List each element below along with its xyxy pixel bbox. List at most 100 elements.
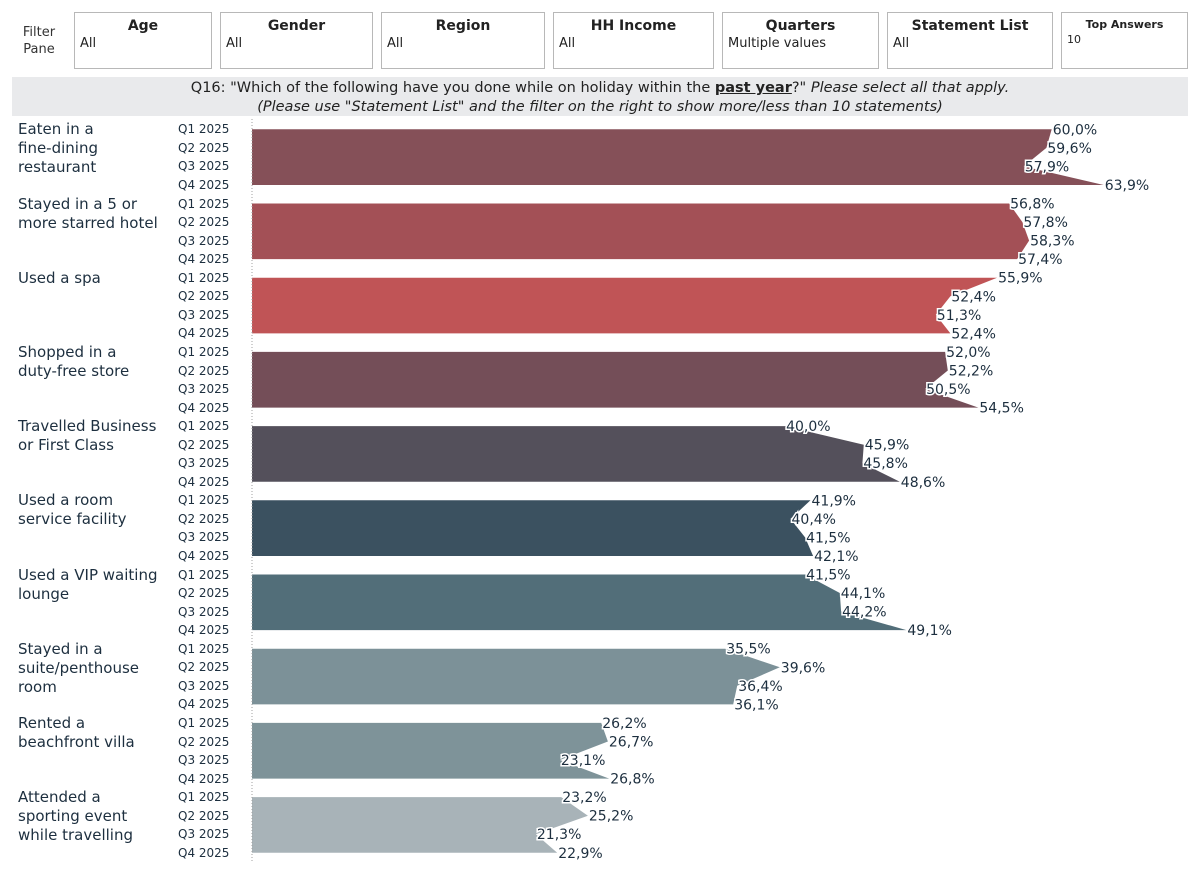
statement-label-line: sporting event <box>18 807 128 826</box>
filter-hh-income-value: All <box>559 36 576 51</box>
value-label: 40,4% <box>792 512 836 528</box>
value-label: 63,9% <box>1105 178 1149 194</box>
quarter-label: Q3 2025 <box>178 678 230 693</box>
area-9[interactable] <box>252 797 588 853</box>
statement-label: Used a spa <box>18 269 174 288</box>
filter-quarters-value: Multiple values <box>728 36 827 51</box>
area-4[interactable] <box>252 426 900 482</box>
quarter-label: Q3 2025 <box>178 530 230 545</box>
quarter-label: Q1 2025 <box>178 567 230 582</box>
quarter-label: Q3 2025 <box>178 382 230 396</box>
value-label: 52,2% <box>949 364 993 380</box>
value-label: 39,6% <box>781 660 825 676</box>
statement-label-line: more starred hotel <box>18 213 158 232</box>
value-label: 59,6% <box>1047 141 1091 157</box>
quarter-label: Q4 2025 <box>178 623 230 638</box>
filter-region-title: Region <box>435 18 491 34</box>
quarter-label: Q3 2025 <box>178 159 230 174</box>
statement-label-line: beachfront villa <box>18 732 135 751</box>
question-line-2: (Please use "Statement List" and the fil… <box>257 98 943 115</box>
statement-label-line: Used a spa <box>18 268 101 287</box>
value-label: 56,8% <box>1010 197 1054 213</box>
statement-label: Used a room service facility <box>18 491 174 529</box>
quarter-label: Q2 2025 <box>178 140 230 155</box>
statement-label: Stayed in a 5 or more starred hotel <box>18 195 174 233</box>
area-8[interactable] <box>252 722 610 779</box>
quarter-label: Q4 2025 <box>178 845 230 860</box>
quarter-label: Q4 2025 <box>178 326 230 341</box>
quarter-label: Q2 2025 <box>178 586 230 600</box>
value-label: 42,1% <box>814 549 858 565</box>
quarter-label: Q4 2025 <box>178 549 230 563</box>
filter-region-value: All <box>387 36 404 51</box>
quarter-label: Q2 2025 <box>178 289 230 304</box>
statement-label-line: while travelling <box>18 826 133 845</box>
value-label: 21,3% <box>537 827 581 843</box>
value-label: 25,2% <box>589 809 633 825</box>
value-label: 52,0% <box>946 345 990 361</box>
question-line-1: Q16: "Which of the following have you do… <box>12 77 1188 98</box>
statement-label-line: restaurant <box>18 158 97 177</box>
area-1[interactable] <box>252 203 1030 260</box>
quarter-label: Q3 2025 <box>178 233 230 248</box>
quarter-label: Q2 2025 <box>178 734 230 749</box>
statement-label-line: Stayed in a 5 or <box>18 194 138 213</box>
quarter-label: Q3 2025 <box>178 307 230 322</box>
value-label: 36,4% <box>738 679 782 695</box>
filter-age-value: All <box>80 36 97 51</box>
quarter-label: Q2 2025 <box>178 363 230 378</box>
filter-gender[interactable]: Gender All <box>220 12 373 69</box>
statement-label-line: room <box>18 677 57 696</box>
quarter-label: Q4 2025 <box>178 252 230 267</box>
value-label: 52,4% <box>951 326 995 342</box>
area-7[interactable] <box>252 648 780 705</box>
value-label: 35,5% <box>726 642 770 658</box>
quarter-label: Q1 2025 <box>178 790 230 805</box>
area-3[interactable] <box>252 351 979 408</box>
value-label: 44,2% <box>842 605 886 621</box>
quarter-label: Q2 2025 <box>178 808 230 823</box>
filter-pane-label: Filter Pane <box>22 25 56 57</box>
filter-age-title: Age <box>127 18 159 34</box>
value-label: 57,4% <box>1018 252 1062 268</box>
filter-top-answers-title: Top Answers <box>1085 18 1164 31</box>
statement-label: Eaten in a fine-dining restaurant <box>18 120 174 177</box>
area-0[interactable] <box>252 129 1104 185</box>
statement-label-line: Attended a <box>18 788 101 807</box>
value-label: 22,9% <box>558 846 602 862</box>
quarter-label: Q1 2025 <box>178 419 230 434</box>
filter-statement-list-title: Statement List <box>911 18 1029 34</box>
value-label: 41,5% <box>806 568 850 584</box>
filter-region[interactable]: Region All <box>381 12 545 69</box>
filter-age[interactable]: Age All <box>74 12 212 69</box>
statement-label: Stayed in a suite/penthouse room <box>18 640 174 697</box>
filter-top-answers[interactable]: Top Answers 10 <box>1061 12 1188 69</box>
value-label: 45,8% <box>863 456 907 472</box>
value-label: 54,5% <box>979 401 1023 417</box>
value-label: 26,7% <box>609 735 653 751</box>
quarter-label: Q1 2025 <box>178 344 230 359</box>
filter-quarters[interactable]: Quarters Multiple values <box>722 12 879 69</box>
value-label: 23,2% <box>562 790 606 806</box>
statement-label-line: Eaten in a <box>18 120 94 139</box>
value-label: 44,1% <box>841 586 885 602</box>
statement-label-line: or First Class <box>18 436 114 455</box>
area-5[interactable] <box>252 500 814 556</box>
value-label: 23,1% <box>561 753 605 769</box>
quarter-label: Q2 2025 <box>178 215 230 230</box>
statement-label-line: lounge <box>18 584 70 603</box>
question-banner: Q16: "Which of the following have you do… <box>12 77 1188 116</box>
question-prefix: Q16: "Which of the following have you do… <box>190 80 715 96</box>
filter-statement-list[interactable]: Statement List All <box>887 12 1053 69</box>
statement-label-line: Used a VIP waiting <box>18 565 158 584</box>
area-2[interactable] <box>252 277 998 334</box>
area-6[interactable] <box>252 574 907 631</box>
statement-label-line: suite/penthouse <box>18 658 140 677</box>
quarter-label: Q1 2025 <box>178 122 230 137</box>
value-label: 57,8% <box>1023 215 1067 231</box>
value-label: 26,8% <box>610 772 654 788</box>
statement-label: Travelled Business or First Class <box>18 417 174 455</box>
quarter-label: Q1 2025 <box>178 270 230 285</box>
value-label: 48,6% <box>901 475 945 491</box>
filter-hh-income[interactable]: HH Income All <box>553 12 714 69</box>
